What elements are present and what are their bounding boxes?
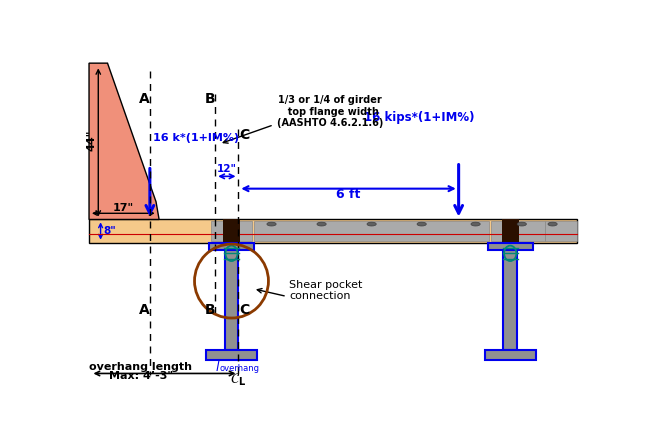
Polygon shape [209,243,254,250]
Polygon shape [491,221,545,241]
Ellipse shape [317,222,326,226]
Polygon shape [485,350,536,359]
Ellipse shape [367,222,376,226]
Polygon shape [545,221,577,241]
Polygon shape [502,219,519,243]
Polygon shape [89,63,159,219]
Text: Shear pocket
connection: Shear pocket connection [289,280,363,301]
Polygon shape [224,250,239,350]
Text: overhang length: overhang length [89,362,192,372]
Ellipse shape [471,222,480,226]
Text: A: A [139,92,150,106]
Ellipse shape [517,222,526,226]
Ellipse shape [548,222,557,226]
Text: 16 kips*(1+IM%): 16 kips*(1+IM%) [364,111,474,123]
Text: $\mathbf{\mathcal{C}_L}$: $\mathbf{\mathcal{C}_L}$ [231,372,246,388]
Polygon shape [206,350,257,359]
Polygon shape [89,219,577,243]
Text: C: C [239,128,250,142]
Text: C: C [239,303,250,316]
Ellipse shape [267,222,276,226]
Text: A: A [139,303,150,316]
Text: $\it{l}$: $\it{l}$ [214,360,220,374]
Text: 17": 17" [112,203,133,213]
Text: Max: 4’-3": Max: 4’-3" [109,371,173,381]
Text: 8": 8" [103,226,116,236]
Text: overhang: overhang [220,364,260,373]
Ellipse shape [417,222,426,226]
Text: 6 ft: 6 ft [336,188,361,201]
Text: B: B [205,303,215,316]
Polygon shape [211,221,252,241]
Text: 12": 12" [217,164,237,175]
Text: 44": 44" [86,129,96,151]
Polygon shape [488,243,532,250]
Text: 16 k*(1+IM%): 16 k*(1+IM%) [153,133,239,143]
Text: 1/3 or 1/4 of girder
  top flange width
(AASHTO 4.6.2.1.6): 1/3 or 1/4 of girder top flange width (A… [277,95,383,128]
Polygon shape [503,250,517,350]
Polygon shape [254,221,489,241]
Polygon shape [223,219,240,243]
Text: B: B [205,92,215,106]
